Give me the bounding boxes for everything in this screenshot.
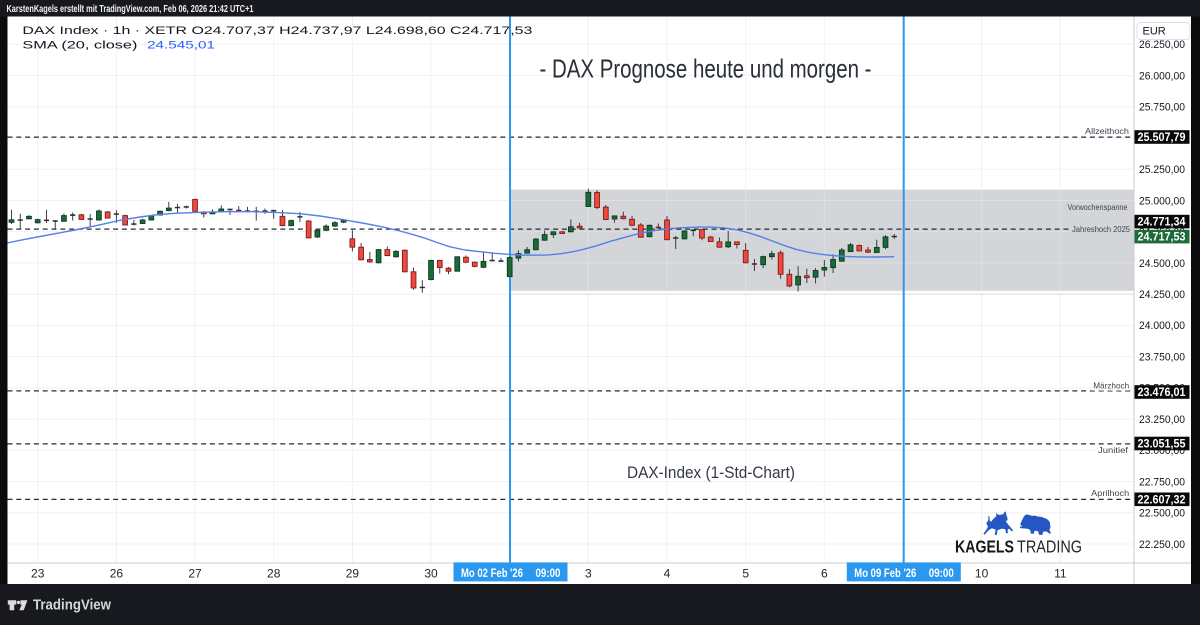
svg-text:KAGELS: KAGELS bbox=[955, 536, 1014, 556]
svg-text:09:00: 09:00 bbox=[536, 566, 561, 580]
svg-text:DAX-Index (1-Std-Chart): DAX-Index (1-Std-Chart) bbox=[627, 463, 795, 482]
svg-text:DAX Index · 1h · XETR O24.707: DAX Index · 1h · XETR O24.707,37 H24.737… bbox=[22, 25, 532, 37]
svg-text:KarstenKagels erstellt mit Tra: KarstenKagels erstellt mit TradingView.c… bbox=[7, 4, 254, 15]
svg-text:24.545,01: 24.545,01 bbox=[147, 40, 215, 52]
svg-text:- DAX Prognose heute und morge: - DAX Prognose heute und morgen - bbox=[540, 54, 872, 84]
svg-text:Junitief: Junitief bbox=[1098, 445, 1129, 455]
svg-text:23: 23 bbox=[31, 567, 45, 581]
svg-text:22.500,00: 22.500,00 bbox=[1139, 508, 1185, 520]
svg-text:24.250,00: 24.250,00 bbox=[1139, 289, 1185, 301]
svg-text:5: 5 bbox=[742, 567, 749, 581]
svg-text:22.250,00: 22.250,00 bbox=[1139, 539, 1185, 551]
svg-text:Jahreshoch 2025: Jahreshoch 2025 bbox=[1072, 224, 1130, 234]
svg-text:Mo 09 Feb '26: Mo 09 Feb '26 bbox=[854, 566, 916, 580]
svg-text:24.717,53: 24.717,53 bbox=[1138, 232, 1186, 244]
svg-text:TRADING: TRADING bbox=[1017, 536, 1082, 556]
svg-text:23.051,55: 23.051,55 bbox=[1138, 439, 1187, 451]
svg-text:Allzeithoch: Allzeithoch bbox=[1085, 126, 1129, 136]
svg-text:23.476,01: 23.476,01 bbox=[1138, 387, 1187, 399]
svg-text:25.750,00: 25.750,00 bbox=[1139, 102, 1185, 114]
svg-text:22.750,00: 22.750,00 bbox=[1139, 476, 1185, 488]
svg-text:26: 26 bbox=[110, 567, 124, 581]
svg-text:22.607,32: 22.607,32 bbox=[1138, 494, 1186, 506]
svg-text:25.000,00: 25.000,00 bbox=[1139, 195, 1185, 207]
svg-text:EUR: EUR bbox=[1143, 26, 1166, 38]
svg-text:24.000,00: 24.000,00 bbox=[1139, 320, 1185, 332]
svg-text:24.771,34: 24.771,34 bbox=[1138, 217, 1187, 229]
svg-text:10: 10 bbox=[975, 567, 989, 581]
svg-text:24.500,00: 24.500,00 bbox=[1139, 258, 1185, 270]
svg-text:29: 29 bbox=[346, 567, 360, 581]
svg-text:Vorwochenspanne: Vorwochenspanne bbox=[1068, 202, 1128, 212]
svg-text:26.250,00: 26.250,00 bbox=[1139, 39, 1185, 51]
svg-text:25.250,00: 25.250,00 bbox=[1139, 164, 1185, 176]
svg-text:26.000,00: 26.000,00 bbox=[1139, 70, 1185, 82]
svg-text:6: 6 bbox=[821, 567, 828, 581]
svg-text:25.507,79: 25.507,79 bbox=[1138, 132, 1186, 144]
svg-text:4: 4 bbox=[664, 567, 671, 581]
svg-text:Mo 02 Feb '26: Mo 02 Feb '26 bbox=[461, 566, 523, 580]
svg-text:3: 3 bbox=[585, 567, 592, 581]
svg-text:23.250,00: 23.250,00 bbox=[1139, 414, 1185, 426]
svg-text:TradingView: TradingView bbox=[33, 598, 112, 614]
svg-text:SMA (20, close): SMA (20, close) bbox=[22, 40, 137, 52]
svg-text:23.750,00: 23.750,00 bbox=[1139, 351, 1185, 363]
svg-text:11: 11 bbox=[1054, 567, 1067, 581]
svg-text:Märzhoch: Märzhoch bbox=[1093, 380, 1129, 390]
svg-text:28: 28 bbox=[267, 567, 281, 581]
svg-text:Aprilhoch: Aprilhoch bbox=[1091, 488, 1129, 498]
svg-text:09:00: 09:00 bbox=[929, 566, 954, 580]
svg-text:30: 30 bbox=[424, 567, 438, 581]
svg-text:27: 27 bbox=[188, 567, 202, 581]
